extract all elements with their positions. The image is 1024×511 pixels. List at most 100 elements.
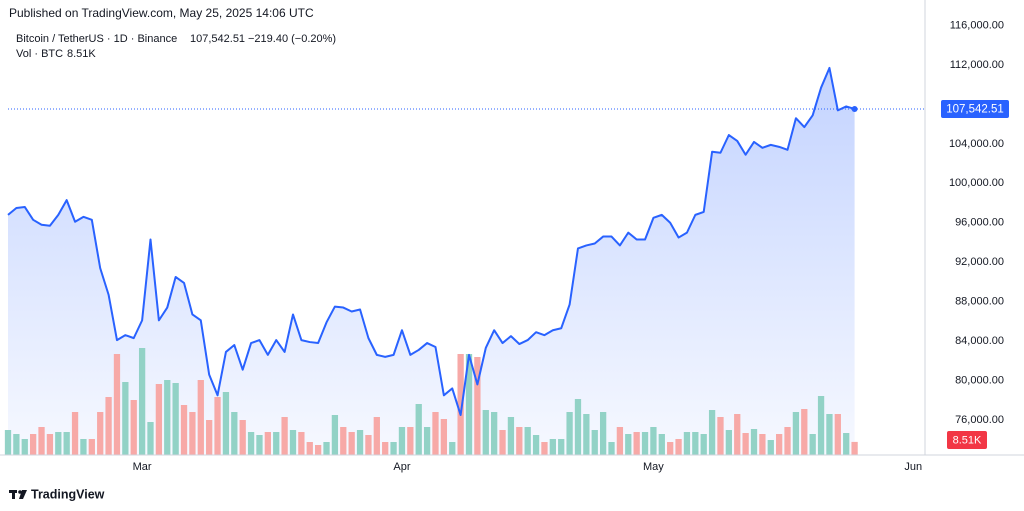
volume-bar xyxy=(700,434,707,455)
volume-bar xyxy=(759,434,766,455)
volume-bar xyxy=(222,392,230,455)
volume-bar xyxy=(30,434,37,455)
volume-last: 8.51K xyxy=(67,48,96,60)
y-tick-label: 76,000.00 xyxy=(955,414,1004,426)
price-badge-label: 107,542.51 xyxy=(946,103,1004,115)
volume-bar xyxy=(641,432,649,455)
volume-bar xyxy=(46,434,54,455)
x-tick-label: Apr xyxy=(393,461,410,473)
volume-bar xyxy=(63,432,70,455)
volume-bar xyxy=(164,380,171,455)
volume-bar xyxy=(465,354,473,455)
volume-bar xyxy=(323,442,330,455)
volume-bar xyxy=(809,434,816,455)
volume-bar xyxy=(516,427,523,455)
volume-bar xyxy=(423,427,431,455)
volume-bar xyxy=(373,417,380,455)
volume-bar xyxy=(734,414,741,455)
price-area xyxy=(8,67,855,456)
volume-bar xyxy=(717,417,724,455)
volume-bar xyxy=(172,383,179,455)
x-tick-label: May xyxy=(643,461,664,473)
volume-bar xyxy=(708,410,716,455)
volume-bar xyxy=(851,441,858,455)
volume-bar xyxy=(306,442,313,455)
logo-part xyxy=(12,490,15,499)
volume-bar xyxy=(348,432,355,455)
volume-bar xyxy=(138,348,146,455)
volume-bar xyxy=(97,412,104,455)
volume-bar xyxy=(180,405,188,455)
volume-bar xyxy=(566,412,573,455)
volume-bar xyxy=(390,442,397,455)
volume-bar xyxy=(507,417,515,455)
volume-bar xyxy=(398,427,406,455)
y-tick-label: 92,000.00 xyxy=(955,256,1004,268)
chart-title: Bitcoin / TetherUS · 1D · Binance xyxy=(16,33,177,45)
logo-part xyxy=(19,490,27,499)
plot-area xyxy=(4,66,925,456)
price-badge xyxy=(941,99,1009,118)
volume-bar xyxy=(599,412,607,455)
volume-bar xyxy=(683,432,691,455)
volume-bar xyxy=(616,427,624,455)
volume-bar xyxy=(843,433,850,455)
volume-bar xyxy=(608,442,615,455)
volume-bar xyxy=(415,404,422,455)
volume-bar xyxy=(147,422,154,455)
volume-bar xyxy=(482,410,489,455)
volume-bar xyxy=(834,414,841,455)
volume-bar xyxy=(231,412,238,455)
volume-bar xyxy=(314,445,322,455)
volume-bar xyxy=(105,397,112,455)
volume-bar xyxy=(298,432,305,455)
volume-bar xyxy=(742,433,749,455)
volume-bar xyxy=(356,430,364,455)
volume-bar xyxy=(189,412,196,455)
y-tick-label: 80,000.00 xyxy=(955,374,1004,386)
volume-badge-label: 8.51K xyxy=(953,434,982,446)
volume-bar xyxy=(574,399,582,455)
volume-bar xyxy=(591,430,598,455)
volume-bar xyxy=(289,430,297,455)
volume-bar xyxy=(650,427,657,455)
volume-badge xyxy=(947,431,987,449)
volume-bar xyxy=(549,439,556,455)
volume-bar xyxy=(21,439,28,455)
volume-bar xyxy=(130,400,137,455)
y-tick-label: 88,000.00 xyxy=(955,296,1004,308)
volume-bar xyxy=(331,415,339,455)
volume-bar xyxy=(71,412,79,455)
volume-bar xyxy=(155,384,163,455)
volume-bar xyxy=(55,432,62,455)
volume-bar xyxy=(239,420,246,455)
volume-bar xyxy=(499,430,506,455)
volume-bar xyxy=(801,409,808,455)
volume-bar xyxy=(776,434,783,455)
y-tick-label: 116,000.00 xyxy=(950,19,1004,31)
volume-bar xyxy=(725,430,733,455)
header-change: −219.40 (−0.20%) xyxy=(248,33,336,45)
volume-bar xyxy=(80,439,87,455)
y-tick-label: 104,000.00 xyxy=(949,138,1004,150)
volume-bar xyxy=(365,435,372,455)
volume-bar xyxy=(826,414,833,455)
last-price-dot xyxy=(851,105,858,112)
volume-bar xyxy=(440,419,448,455)
volume-bar xyxy=(214,397,221,455)
header-price: 107,542.51 xyxy=(190,33,245,45)
volume-bar xyxy=(273,432,280,455)
y-tick-label: 84,000.00 xyxy=(955,335,1004,347)
volume-bar xyxy=(532,435,540,455)
x-tick-label: Mar xyxy=(133,461,152,473)
volume-bar xyxy=(558,439,565,455)
volume-bar xyxy=(113,354,121,455)
volume-bar xyxy=(206,420,213,455)
volume-bar xyxy=(667,442,674,455)
volume-bar xyxy=(491,412,498,455)
volume-bar xyxy=(197,380,204,455)
volume-bar xyxy=(432,412,439,455)
volume-bar xyxy=(247,432,255,455)
volume-bar xyxy=(633,432,640,455)
